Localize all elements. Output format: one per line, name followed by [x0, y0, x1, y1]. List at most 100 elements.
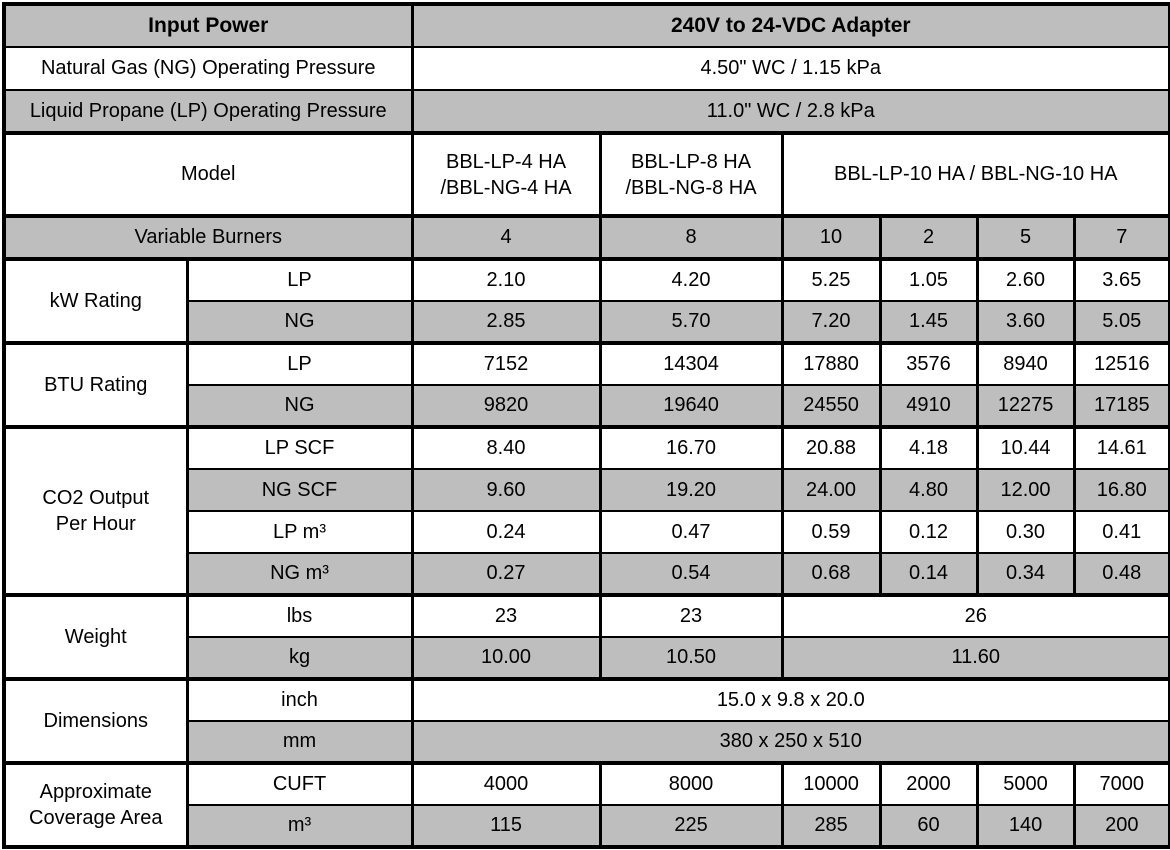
weight-kg-value: 11.60 [780, 636, 1170, 680]
btu-lp-value: 8940 [975, 341, 1076, 386]
row-lp-pressure: Liquid Propane (LP) Operating Pressure 1… [2, 89, 1170, 134]
burners-value: 5 [975, 214, 1076, 260]
dimensions-inch-label: inch [185, 677, 414, 722]
coverage-area-label: Approximate Coverage Area [2, 761, 189, 848]
co2-ng-scf-value: 16.80 [1072, 468, 1170, 512]
co2-ng-scf-value: 4.80 [878, 468, 979, 512]
coverage-area-label-line2: Coverage Area [29, 807, 163, 829]
coverage-cuft-value: 7000 [1072, 761, 1170, 806]
co2-lp-scf-value: 20.88 [780, 425, 882, 470]
row-dimensions-mm: mm 380 x 250 x 510 [4, 720, 1170, 764]
kw-lp-value: 2.60 [975, 257, 1076, 302]
co2-lp-scf-value: 8.40 [410, 425, 602, 470]
dimensions-mm-label: mm [185, 720, 414, 764]
co2-ng-m3-value: 0.48 [1072, 552, 1170, 596]
kw-lp-label: LP [185, 257, 414, 302]
co2-lp-m3-value: 0.59 [780, 510, 882, 554]
co2-lp-m3-value: 0.30 [975, 510, 1076, 554]
burners-value: 8 [598, 214, 784, 260]
weight-lbs-value: 23 [410, 593, 602, 638]
btu-ng-value: 12275 [975, 384, 1076, 428]
model-label: Model [2, 131, 414, 217]
co2-ng-scf-value: 12.00 [975, 468, 1076, 512]
row-btu-lp: BTU Rating LP 7152 14304 17880 3576 8940… [2, 341, 1170, 428]
btu-ng-value: 9820 [410, 384, 602, 428]
co2-output-label-line1: CO2 Output [42, 487, 150, 509]
weight-kg-label: kg [185, 636, 414, 680]
model-10: BBL-LP-10 HA / BBL-NG-10 HA [780, 131, 1170, 217]
coverage-m3-value: 140 [975, 804, 1076, 848]
kw-lp-value: 5.25 [780, 257, 882, 302]
model-8: BBL-LP-8 HA /BBL-NG-8 HA [598, 131, 784, 217]
btu-lp-value: 17880 [780, 341, 882, 386]
row-weight-kg: kg 10.00 10.50 11.60 [4, 636, 1170, 680]
btu-lp-value: 14304 [598, 341, 784, 386]
lp-pressure-value: 11.0" WC / 2.8 kPa [410, 89, 1170, 134]
btu-ng-value: 4910 [878, 384, 979, 428]
kw-ng-value: 5.05 [1072, 300, 1170, 344]
row-btu-ng: NG 9820 19640 24550 4910 12275 17185 [4, 384, 1170, 428]
weight-lbs-value: 23 [598, 593, 784, 638]
co2-lp-m3-label: LP m³ [185, 510, 414, 554]
row-kw-lp: kW Rating LP 2.10 4.20 5.25 1.05 2.60 3.… [2, 257, 1170, 344]
input-power-header: Input Power [2, 3, 414, 48]
kw-lp-value: 3.65 [1072, 257, 1170, 302]
variable-burners-label: Variable Burners [2, 214, 414, 260]
co2-ng-scf-label: NG SCF [185, 468, 414, 512]
btu-ng-value: 19640 [598, 384, 784, 428]
row-variable-burners: Variable Burners 4 8 10 2 5 7 [2, 214, 1170, 260]
coverage-cuft-label: CUFT [185, 761, 414, 806]
ng-pressure-value: 4.50" WC / 1.15 kPa [410, 46, 1170, 91]
kw-lp-value: 4.20 [598, 257, 784, 302]
row-coverage-cuft: Approximate Coverage Area CUFT 4000 8000… [2, 761, 1170, 848]
row-weight-lbs: Weight lbs 23 23 26 [2, 593, 1170, 680]
weight-kg-value: 10.00 [410, 636, 602, 680]
coverage-m3-label: m³ [185, 804, 414, 848]
model-4: BBL-LP-4 HA /BBL-NG-4 HA [410, 131, 602, 217]
dimensions-mm-value: 380 x 250 x 510 [410, 720, 1170, 764]
co2-ng-m3-label: NG m³ [185, 552, 414, 596]
co2-lp-scf-value: 16.70 [598, 425, 784, 470]
btu-lp-value: 12516 [1072, 341, 1170, 386]
dimensions-label: Dimensions [2, 677, 189, 764]
kw-ng-value: 7.20 [780, 300, 882, 344]
btu-ng-label: NG [185, 384, 414, 428]
model-4-line2: /BBL-NG-4 HA [440, 176, 572, 199]
coverage-m3-value: 115 [410, 804, 602, 848]
weight-kg-value: 10.50 [598, 636, 784, 680]
co2-ng-scf-value: 9.60 [410, 468, 602, 512]
btu-ng-value: 24550 [780, 384, 882, 428]
co2-lp-m3-value: 0.47 [598, 510, 784, 554]
co2-output-label: CO2 Output Per Hour [2, 425, 189, 596]
kw-rating-label: kW Rating [2, 257, 189, 344]
coverage-cuft-value: 8000 [598, 761, 784, 806]
co2-lp-scf-label: LP SCF [185, 425, 414, 470]
kw-ng-value: 2.85 [410, 300, 602, 344]
co2-ng-scf-value: 19.20 [598, 468, 784, 512]
co2-lp-scf-value: 10.44 [975, 425, 1076, 470]
btu-lp-value: 3576 [878, 341, 979, 386]
row-co2-lp-scf: CO2 Output Per Hour LP SCF 8.40 16.70 20… [2, 425, 1170, 596]
co2-lp-m3-value: 0.12 [878, 510, 979, 554]
co2-ng-scf-value: 24.00 [780, 468, 882, 512]
coverage-cuft-value: 10000 [780, 761, 882, 806]
coverage-m3-value: 285 [780, 804, 882, 848]
coverage-m3-value: 60 [878, 804, 979, 848]
btu-lp-label: LP [185, 341, 414, 386]
weight-label: Weight [2, 593, 189, 680]
row-coverage-m3: m³ 115 225 285 60 140 200 [4, 804, 1170, 848]
row-input-power: Input Power 240V to 24-VDC Adapter [2, 3, 1170, 48]
coverage-cuft-value: 4000 [410, 761, 602, 806]
btu-ng-value: 17185 [1072, 384, 1170, 428]
row-model: Model BBL-LP-4 HA /BBL-NG-4 HA BBL-LP-8 … [2, 131, 1170, 217]
weight-lbs-label: lbs [185, 593, 414, 638]
burners-value: 10 [780, 214, 882, 260]
row-co2-lp-m3: LP m³ 0.24 0.47 0.59 0.12 0.30 0.41 [4, 510, 1170, 554]
co2-ng-m3-value: 0.27 [410, 552, 602, 596]
coverage-cuft-value: 5000 [975, 761, 1076, 806]
co2-ng-m3-value: 0.68 [780, 552, 882, 596]
burners-value: 7 [1072, 214, 1170, 260]
row-ng-pressure: Natural Gas (NG) Operating Pressure 4.50… [2, 46, 1170, 91]
